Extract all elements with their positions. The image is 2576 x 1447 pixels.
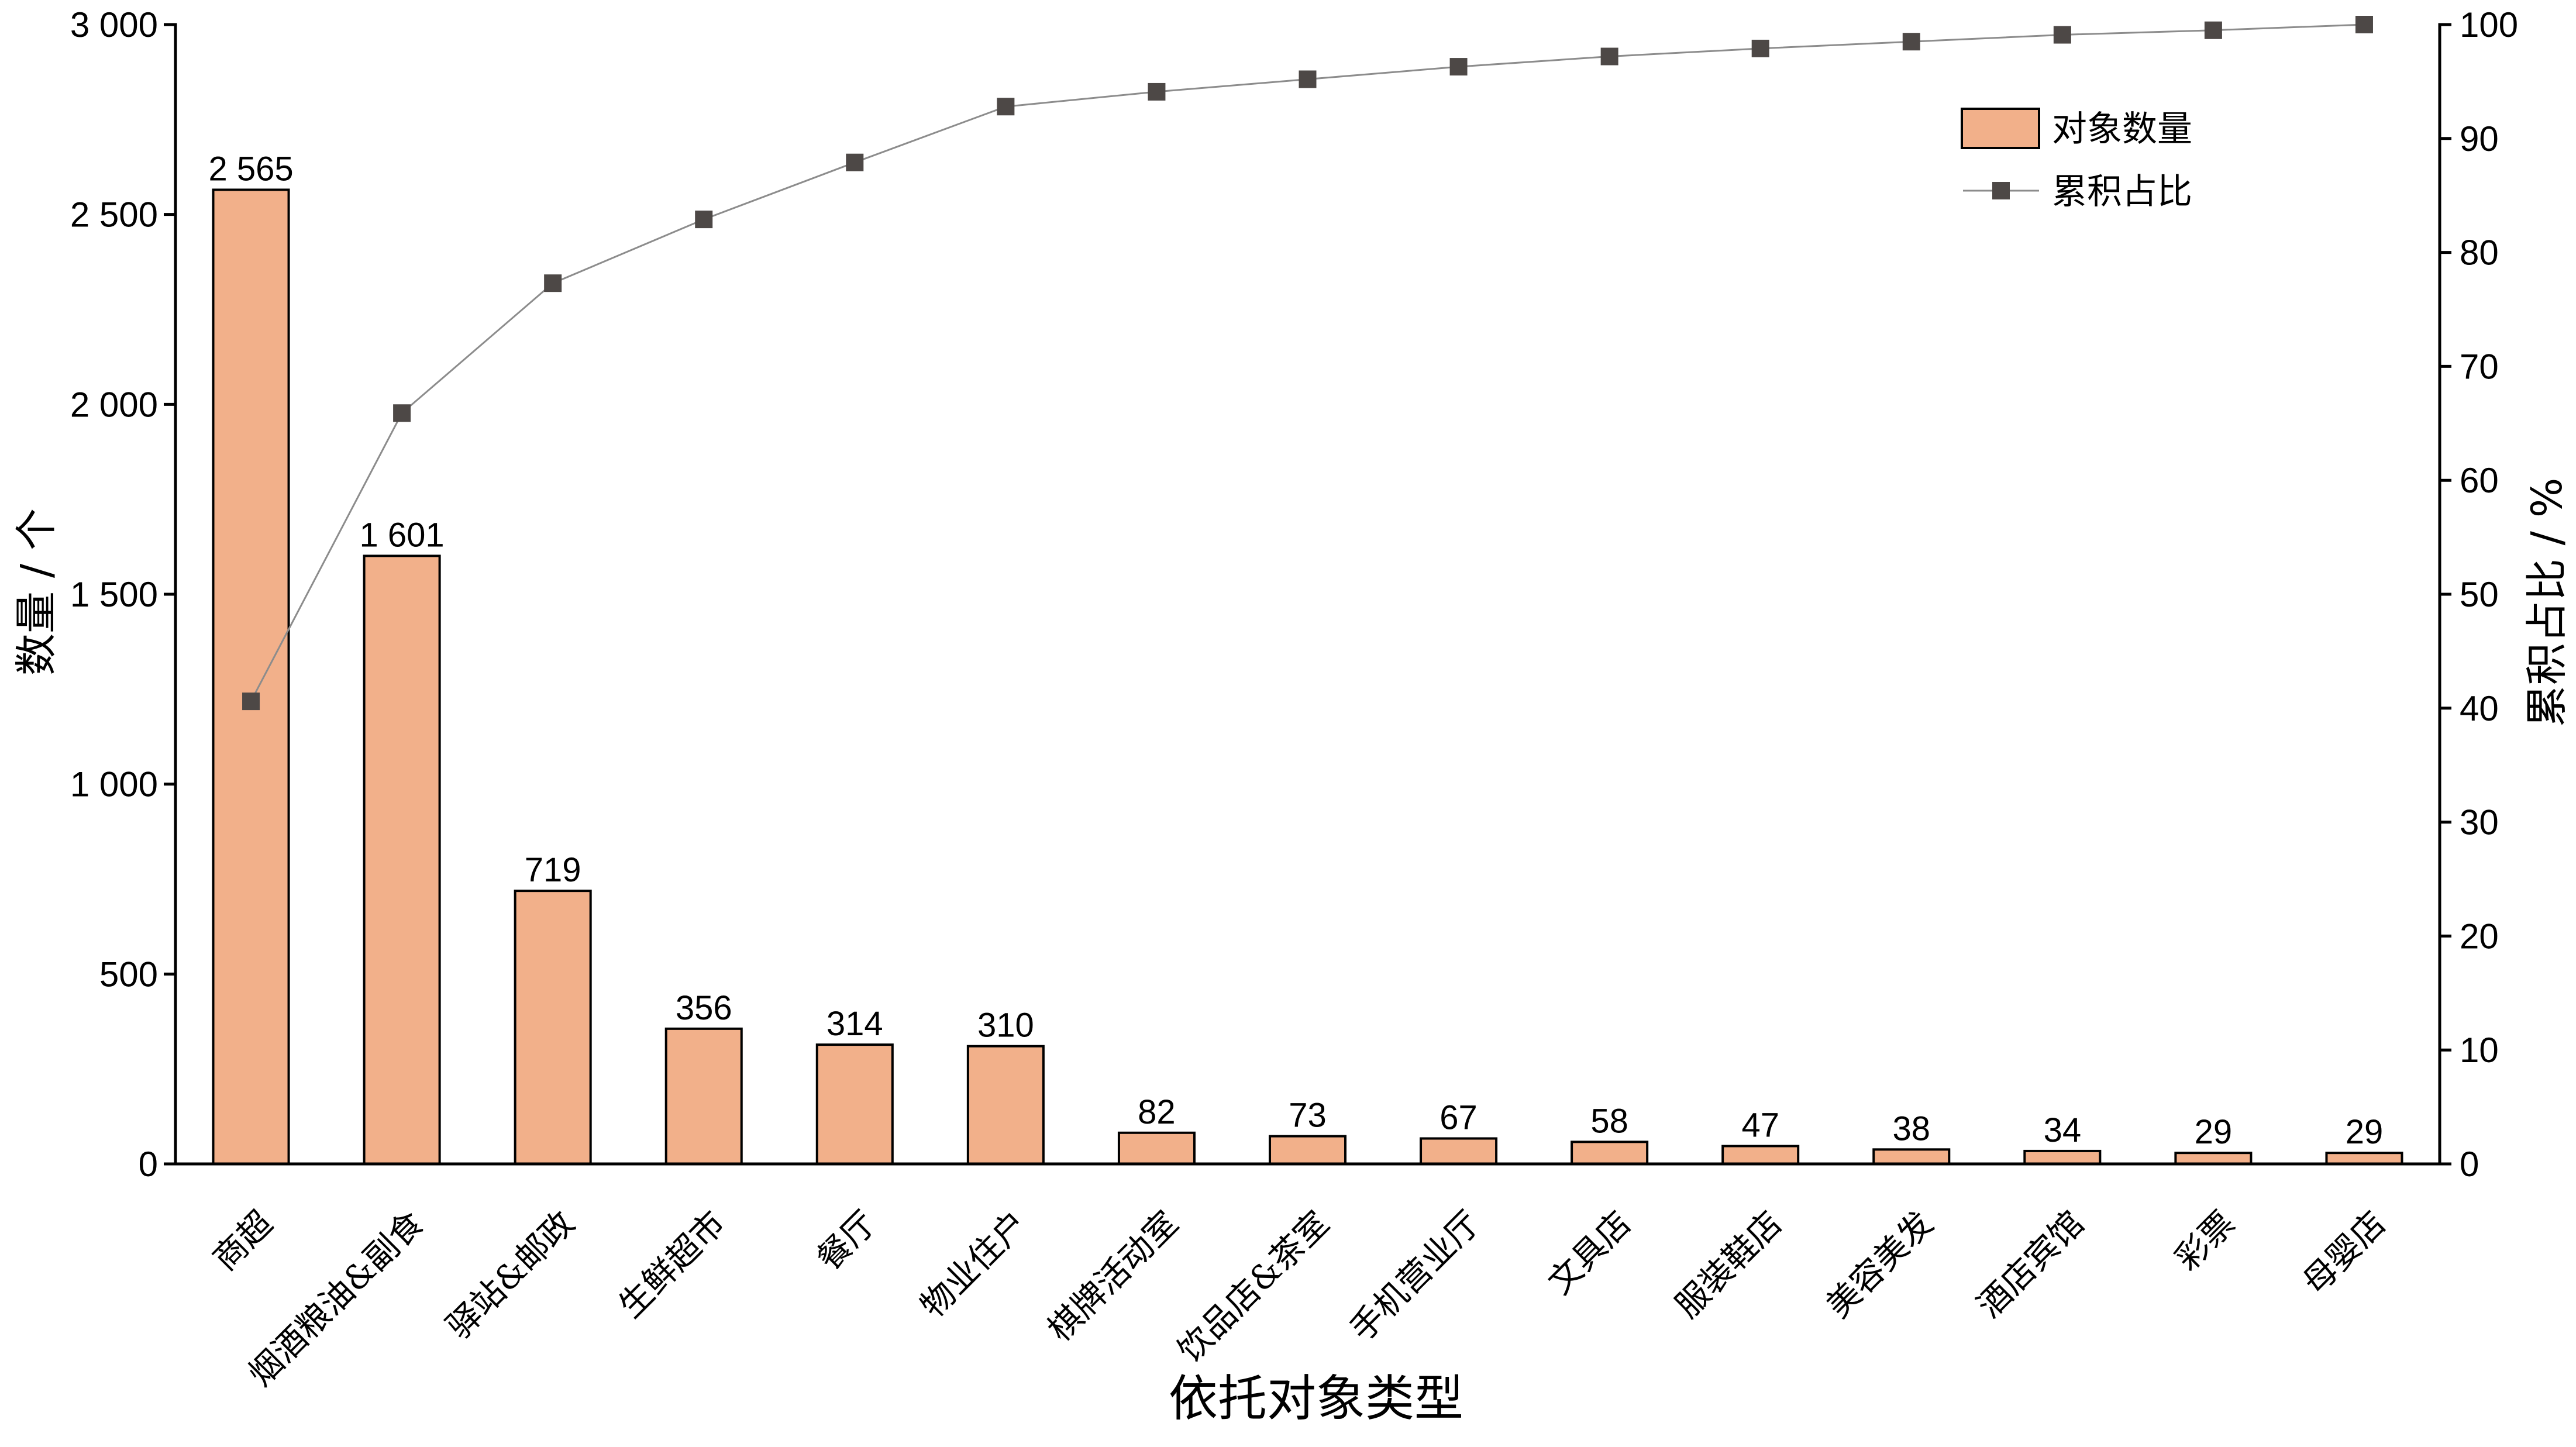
legend-label-bars: 对象数量 xyxy=(2052,109,2192,150)
y2-axis-ticks: 0 10 20 30 40 50 60 70 80 90 100 xyxy=(2440,5,2518,1184)
y2-tick-label-1: 10 xyxy=(2460,1031,2499,1070)
bar-10 xyxy=(1571,1141,1649,1165)
y-axis-ticks: 0 500 1 000 1 500 2 000 2 500 3 000 xyxy=(70,5,175,1184)
bar-value-label-14: 29 xyxy=(2195,1113,2233,1151)
bar-9 xyxy=(1420,1137,1498,1165)
y2-axis-title: 累积占比 / % xyxy=(2522,478,2571,727)
cumulative-marker-1 xyxy=(242,693,260,711)
bar-4 xyxy=(664,1027,743,1165)
cumulative-marker-13 xyxy=(2053,26,2071,44)
y2-tick-label-0: 0 xyxy=(2460,1145,2479,1184)
cumulative-line-series xyxy=(242,16,2373,711)
y2-tick-label-3: 30 xyxy=(2460,803,2499,842)
cumulative-marker-9 xyxy=(1449,58,1468,76)
bar-value-label-6: 310 xyxy=(977,1007,1034,1045)
y2-tick-label-4: 40 xyxy=(2460,689,2499,728)
y2-tick-label-6: 60 xyxy=(2460,461,2499,500)
bar-value-label-12: 38 xyxy=(1893,1110,1931,1148)
bar-value-label-15: 29 xyxy=(2346,1113,2384,1151)
cumulative-marker-3 xyxy=(544,274,562,292)
cumulative-marker-10 xyxy=(1600,47,1618,66)
cumulative-marker-12 xyxy=(1902,33,1920,51)
bar-value-label-5: 314 xyxy=(826,1005,883,1043)
y2-tick-label-8: 80 xyxy=(2460,233,2499,273)
bar-value-label-9: 67 xyxy=(1439,1098,1478,1136)
bar-value-label-11: 47 xyxy=(1741,1106,1779,1144)
y-tick-label-2: 1 000 xyxy=(70,765,158,804)
y-tick-label-6: 3 000 xyxy=(70,5,158,44)
bar-value-label-4: 356 xyxy=(676,989,732,1027)
bar-3 xyxy=(514,890,592,1165)
bar-value-label-13: 34 xyxy=(2044,1111,2082,1149)
cumulative-marker-7 xyxy=(1148,82,1166,101)
bar-12 xyxy=(1872,1148,1951,1165)
y-tick-label-4: 2 000 xyxy=(70,385,158,424)
cumulative-marker-6 xyxy=(997,98,1015,116)
legend-bar-swatch xyxy=(1961,108,2040,149)
y2-tick-label-2: 20 xyxy=(2460,917,2499,956)
cumulative-marker-2 xyxy=(393,404,411,422)
cumulative-marker-8 xyxy=(1299,70,1317,88)
bar-value-label-8: 73 xyxy=(1289,1097,1327,1135)
cumulative-marker-4 xyxy=(695,211,713,229)
legend: 对象数量 累积占比 xyxy=(1961,108,2192,212)
y2-tick-label-10: 100 xyxy=(2460,5,2518,44)
y2-tick-label-9: 90 xyxy=(2460,119,2499,159)
y-tick-label-0: 0 xyxy=(139,1145,158,1184)
bar-8 xyxy=(1268,1135,1347,1165)
bar-7 xyxy=(1117,1131,1196,1165)
y-axis-title: 数量 / 个 xyxy=(12,508,61,676)
bar-5 xyxy=(815,1043,894,1166)
bar-value-label-1: 2 565 xyxy=(208,150,293,188)
bar-6 xyxy=(966,1045,1045,1165)
y2-tick-label-7: 70 xyxy=(2460,347,2499,386)
y-tick-label-3: 1 500 xyxy=(70,575,158,614)
bar-11 xyxy=(1721,1145,1800,1165)
bar-value-label-10: 58 xyxy=(1590,1102,1628,1140)
cumulative-marker-15 xyxy=(2355,16,2373,33)
bar-14 xyxy=(2174,1152,2253,1165)
bar-value-label-3: 719 xyxy=(525,851,581,889)
cumulative-marker-5 xyxy=(846,153,864,171)
legend-marker-swatch xyxy=(1992,182,2010,199)
cumulative-marker-14 xyxy=(2204,21,2222,39)
cumulative-marker-11 xyxy=(1751,39,1769,57)
legend-label-line: 累积占比 xyxy=(2052,171,2192,212)
y-tick-label-1: 500 xyxy=(99,955,158,994)
bar-13 xyxy=(2023,1149,2102,1165)
x-axis-title: 依托对象类型 xyxy=(1169,1370,1463,1427)
bar-value-label-2: 1 601 xyxy=(360,516,445,554)
bar-2 xyxy=(363,554,441,1165)
bar-15 xyxy=(2325,1152,2403,1165)
bar-1 xyxy=(212,188,290,1166)
y2-tick-label-5: 50 xyxy=(2460,575,2499,614)
y-tick-label-5: 2 500 xyxy=(70,195,158,235)
bar-value-label-7: 82 xyxy=(1138,1093,1176,1131)
bar-data-labels: 2 565 1 601 719 356 314 310 82 73 67 58 47 38 34 29 29 xyxy=(208,150,2383,1151)
bar-series xyxy=(212,188,2403,1166)
